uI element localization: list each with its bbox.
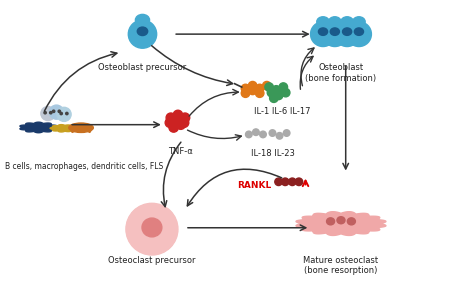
Ellipse shape	[53, 110, 55, 112]
Ellipse shape	[327, 218, 335, 225]
Polygon shape	[296, 212, 386, 235]
Text: Osteoblast
(bone formation): Osteoblast (bone formation)	[305, 64, 376, 83]
Ellipse shape	[328, 17, 341, 27]
Ellipse shape	[282, 89, 290, 97]
Ellipse shape	[253, 129, 259, 135]
Ellipse shape	[49, 105, 64, 119]
Ellipse shape	[246, 131, 252, 138]
Ellipse shape	[310, 22, 336, 47]
Ellipse shape	[179, 118, 189, 127]
Text: TNF-α: TNF-α	[168, 147, 192, 156]
Text: Mature osteoclast
(bone resorption): Mature osteoclast (bone resorption)	[303, 256, 379, 275]
Ellipse shape	[260, 131, 266, 138]
Ellipse shape	[267, 89, 276, 97]
Text: Osteoblast precursor: Osteoblast precursor	[98, 64, 187, 72]
Ellipse shape	[337, 217, 345, 224]
Ellipse shape	[270, 94, 278, 103]
Text: RANKL: RANKL	[237, 181, 271, 190]
Ellipse shape	[275, 178, 283, 185]
Ellipse shape	[274, 91, 283, 100]
Polygon shape	[20, 122, 57, 133]
Ellipse shape	[128, 20, 156, 48]
Ellipse shape	[322, 22, 347, 47]
Ellipse shape	[248, 86, 257, 95]
Ellipse shape	[66, 112, 68, 115]
Ellipse shape	[69, 123, 93, 132]
Ellipse shape	[58, 110, 61, 112]
Ellipse shape	[142, 218, 162, 237]
Ellipse shape	[265, 83, 273, 91]
Ellipse shape	[44, 112, 46, 114]
Ellipse shape	[136, 14, 150, 26]
Ellipse shape	[72, 128, 74, 132]
Text: B cells, macrophages, dendritic cells, FLS: B cells, macrophages, dendritic cells, F…	[5, 162, 164, 171]
Ellipse shape	[295, 178, 303, 185]
Ellipse shape	[269, 130, 276, 136]
Ellipse shape	[248, 81, 257, 90]
Ellipse shape	[126, 203, 178, 255]
Text: Osteoclast precursor: Osteoclast precursor	[108, 256, 196, 265]
Ellipse shape	[272, 86, 281, 94]
Ellipse shape	[343, 28, 352, 35]
Polygon shape	[50, 125, 75, 132]
Ellipse shape	[41, 106, 55, 121]
Ellipse shape	[50, 112, 52, 114]
Ellipse shape	[263, 81, 271, 90]
Ellipse shape	[330, 28, 339, 35]
Text: IL-1 IL-6 IL-17: IL-1 IL-6 IL-17	[254, 107, 310, 116]
Ellipse shape	[282, 178, 289, 185]
Ellipse shape	[176, 120, 185, 129]
Ellipse shape	[289, 178, 296, 185]
Text: IL-18 IL-23: IL-18 IL-23	[250, 149, 294, 158]
Ellipse shape	[57, 107, 71, 121]
Ellipse shape	[355, 28, 364, 35]
Ellipse shape	[241, 84, 250, 93]
Ellipse shape	[341, 17, 353, 27]
Ellipse shape	[353, 17, 365, 27]
Ellipse shape	[172, 115, 182, 125]
Ellipse shape	[169, 123, 178, 132]
Ellipse shape	[317, 17, 329, 27]
Ellipse shape	[319, 28, 328, 35]
Ellipse shape	[180, 113, 190, 123]
Ellipse shape	[255, 84, 264, 93]
Ellipse shape	[88, 128, 91, 132]
Ellipse shape	[165, 118, 174, 127]
Ellipse shape	[347, 218, 356, 225]
Ellipse shape	[241, 89, 250, 98]
Ellipse shape	[346, 22, 372, 47]
Ellipse shape	[82, 128, 85, 132]
Ellipse shape	[279, 83, 288, 91]
Ellipse shape	[335, 22, 360, 47]
Ellipse shape	[173, 110, 182, 120]
Ellipse shape	[137, 27, 148, 35]
Ellipse shape	[276, 133, 283, 139]
Ellipse shape	[60, 112, 63, 115]
Ellipse shape	[77, 128, 79, 132]
Ellipse shape	[166, 113, 175, 123]
Ellipse shape	[255, 89, 264, 98]
Ellipse shape	[283, 130, 290, 136]
